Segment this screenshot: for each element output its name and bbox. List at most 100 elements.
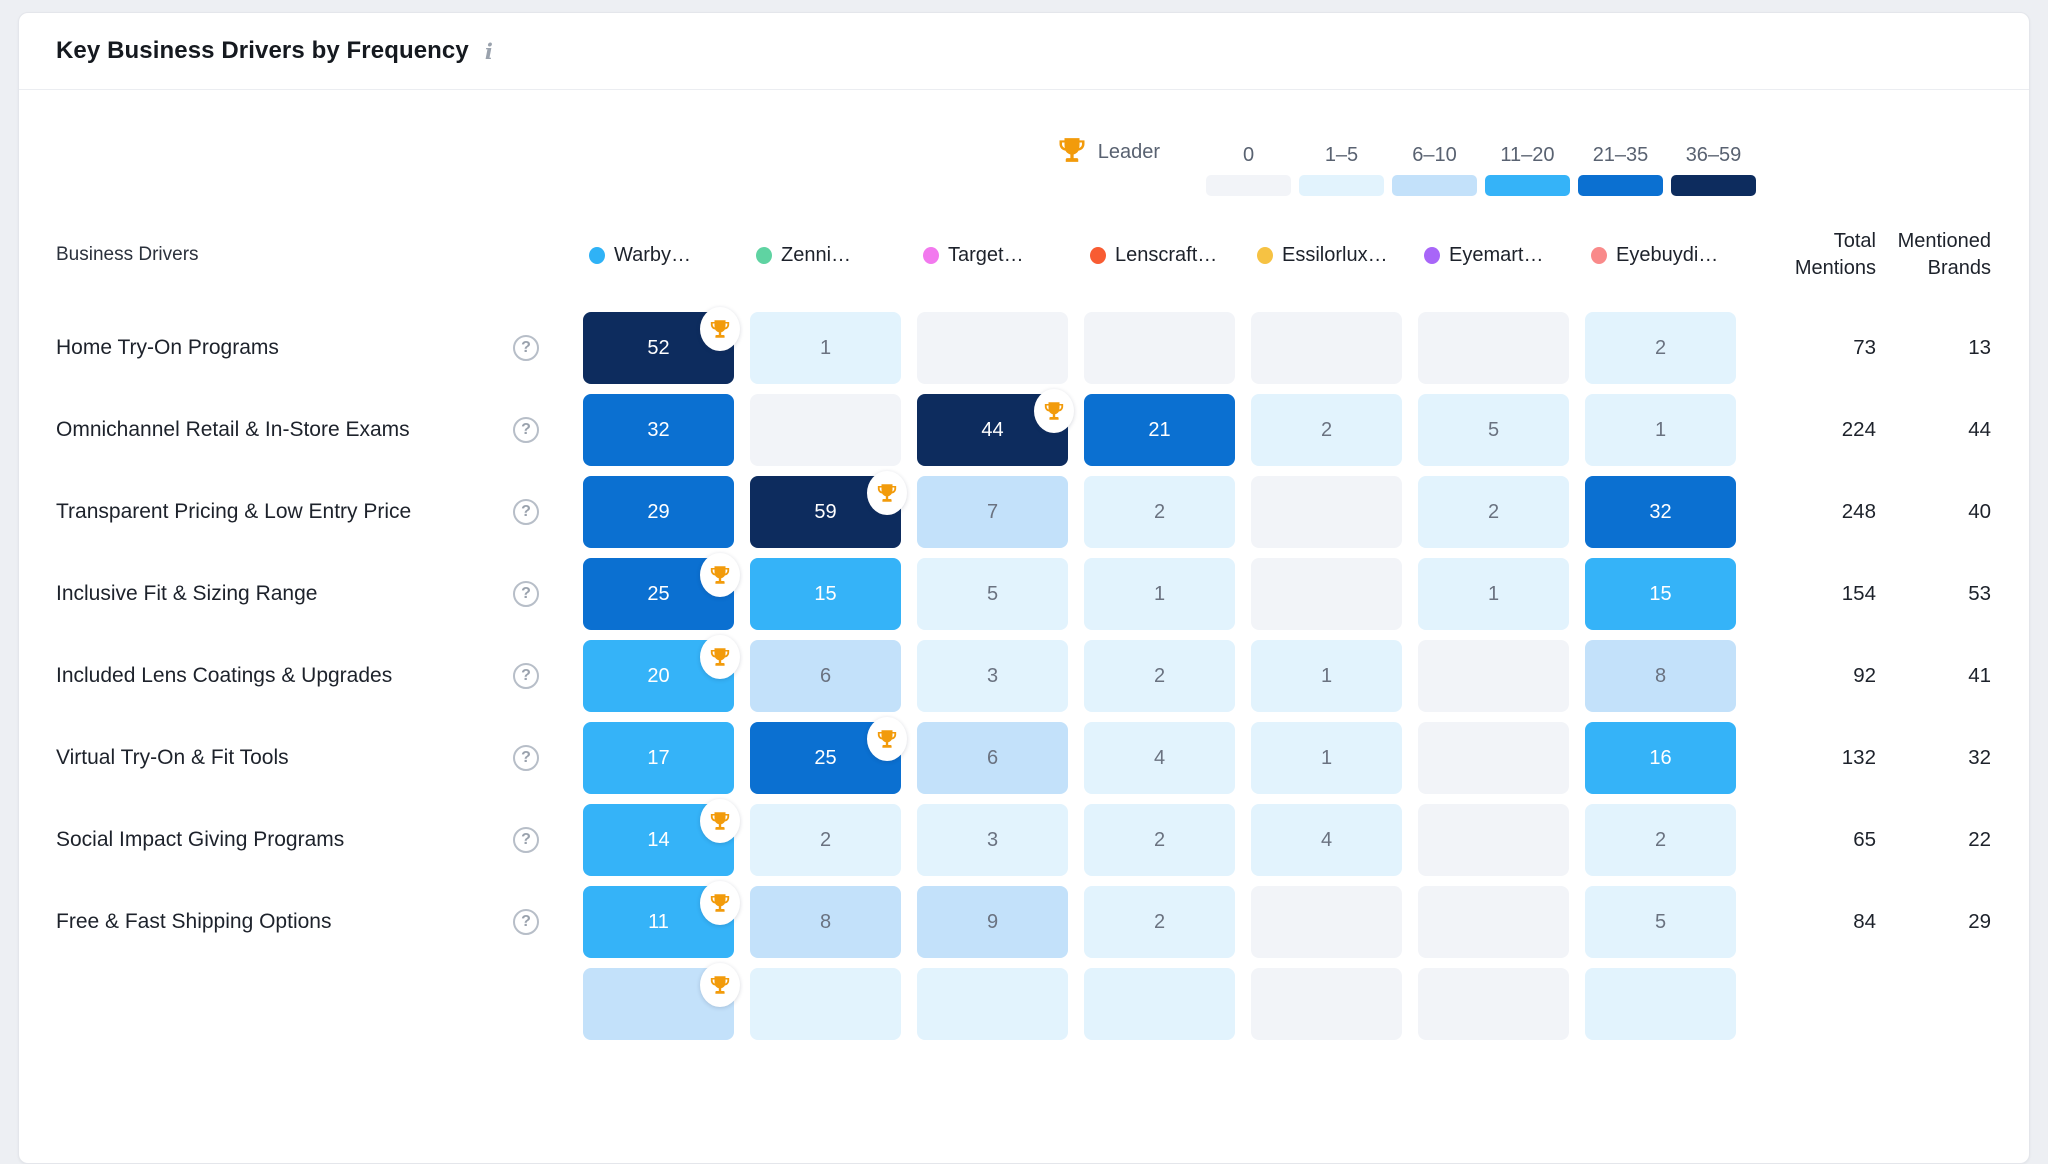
legend-bin-label: 0: [1242, 144, 1255, 166]
heat-cell[interactable]: [1251, 968, 1402, 1040]
heat-cell[interactable]: 2: [1084, 886, 1235, 958]
heat-cell-value: 5: [1487, 418, 1500, 441]
heat-cell[interactable]: [1418, 640, 1569, 712]
heat-cell[interactable]: [1418, 722, 1569, 794]
heat-cell[interactable]: [583, 963, 740, 1040]
trophy-icon: [1059, 138, 1085, 162]
help-icon[interactable]: ?: [513, 499, 539, 525]
heat-cell[interactable]: 11: [583, 881, 740, 958]
heat-cell[interactable]: 16: [1585, 722, 1736, 794]
row-label-cell: Included Lens Coatings & Upgrades?: [56, 663, 583, 689]
heat-cell[interactable]: [1585, 968, 1736, 1040]
help-icon[interactable]: ?: [513, 909, 539, 935]
heat-cell[interactable]: 1: [1585, 394, 1736, 466]
heat-cell-value: 20: [647, 664, 670, 687]
heat-cell[interactable]: 1: [750, 312, 901, 384]
heat-cell[interactable]: 1: [1084, 558, 1235, 630]
heat-cell[interactable]: [917, 312, 1068, 384]
heat-cell[interactable]: [1251, 886, 1402, 958]
help-icon[interactable]: ?: [513, 581, 539, 607]
heat-cell[interactable]: 2: [1084, 804, 1235, 876]
row-label: Social Impact Giving Programs: [56, 828, 345, 851]
heat-cell[interactable]: 1: [1251, 640, 1402, 712]
total-mentions-value: 248: [1841, 500, 1876, 523]
legend-bin-swatch: [1485, 175, 1570, 196]
heat-cell[interactable]: 32: [583, 394, 734, 466]
heat-cell[interactable]: 20: [583, 635, 740, 712]
heat-cell[interactable]: [1084, 968, 1235, 1040]
total-mentions-value: 154: [1841, 582, 1876, 605]
heat-cell[interactable]: 8: [1585, 640, 1736, 712]
heat-cell[interactable]: 8: [750, 886, 901, 958]
mentioned-brands-value: 29: [1968, 910, 1991, 933]
help-icon[interactable]: ?: [513, 745, 539, 771]
heat-cell[interactable]: 21: [1084, 394, 1235, 466]
total-mentions-value: 132: [1841, 746, 1876, 769]
info-icon[interactable]: i: [484, 38, 493, 64]
trophy-icon: [710, 976, 730, 994]
heat-cell[interactable]: 2: [1084, 640, 1235, 712]
row-label: Transparent Pricing & Low Entry Price: [56, 500, 412, 523]
heat-cell[interactable]: [750, 968, 901, 1040]
heat-cell[interactable]: 9: [917, 886, 1068, 958]
mentioned-brands-value: 32: [1968, 746, 1991, 769]
heat-cell[interactable]: 3: [917, 804, 1068, 876]
help-icon[interactable]: ?: [513, 827, 539, 853]
trophy-icon: [710, 566, 730, 584]
heat-cell[interactable]: [1418, 886, 1569, 958]
row-label: Omnichannel Retail & In-Store Exams: [56, 418, 410, 441]
heat-cell[interactable]: 6: [917, 722, 1068, 794]
heat-cell[interactable]: 2: [1585, 312, 1736, 384]
heat-cell[interactable]: 2: [750, 804, 901, 876]
heat-cell[interactable]: 32: [1585, 476, 1736, 548]
column-header-brand: Essilorlux…: [1251, 244, 1418, 267]
heat-cell[interactable]: [1251, 558, 1402, 630]
heat-cell[interactable]: [1418, 968, 1569, 1040]
heat-cell[interactable]: 17: [583, 722, 734, 794]
heat-cell-value: 2: [1153, 910, 1166, 933]
heat-cell[interactable]: 29: [583, 476, 734, 548]
heat-cell[interactable]: 5: [917, 558, 1068, 630]
heat-cell[interactable]: 52: [583, 307, 740, 384]
help-icon[interactable]: ?: [513, 335, 539, 361]
heatmap-rows: Home Try-On Programs? 52 1 2 73 13 Omnichannel…: [56, 307, 1991, 1050]
heat-cell[interactable]: [1251, 476, 1402, 548]
heat-cell[interactable]: 1: [1418, 558, 1569, 630]
brand-dot-icon: [1090, 246, 1106, 264]
heat-cell[interactable]: 6: [750, 640, 901, 712]
heat-cell[interactable]: [750, 394, 901, 466]
heat-cell[interactable]: 44: [917, 389, 1074, 466]
heat-cell[interactable]: [1084, 312, 1235, 384]
heat-cell[interactable]: 1: [1251, 722, 1402, 794]
total-mentions-value: 224: [1841, 418, 1876, 441]
brand-label: Lenscraft…: [1115, 243, 1218, 266]
heat-cell[interactable]: 4: [1251, 804, 1402, 876]
heat-cell[interactable]: [1251, 312, 1402, 384]
help-icon[interactable]: ?: [513, 417, 539, 443]
heat-cell[interactable]: 15: [750, 558, 901, 630]
leader-badge: [700, 881, 740, 925]
row-label: Home Try-On Programs: [56, 336, 279, 359]
heat-cell[interactable]: 25: [750, 717, 907, 794]
heat-cell[interactable]: 3: [917, 640, 1068, 712]
heat-cell[interactable]: 2: [1251, 394, 1402, 466]
row-label: Inclusive Fit & Sizing Range: [56, 582, 318, 605]
heat-cell-value: 4: [1153, 746, 1166, 769]
heat-cell[interactable]: 59: [750, 471, 907, 548]
heat-cell[interactable]: 25: [583, 553, 740, 630]
help-icon[interactable]: ?: [513, 663, 539, 689]
heat-cell[interactable]: 15: [1585, 558, 1736, 630]
heat-cell[interactable]: 14: [583, 799, 740, 876]
heat-cell[interactable]: 7: [917, 476, 1068, 548]
heat-cell[interactable]: [917, 968, 1068, 1040]
heat-cell[interactable]: 5: [1418, 394, 1569, 466]
trophy-icon: [1057, 135, 1087, 170]
heat-cell[interactable]: 2: [1418, 476, 1569, 548]
total-mentions-header: Total Mentions: [1794, 230, 1876, 279]
heat-cell[interactable]: 5: [1585, 886, 1736, 958]
heat-cell[interactable]: [1418, 804, 1569, 876]
heat-cell[interactable]: 2: [1585, 804, 1736, 876]
heat-cell[interactable]: 4: [1084, 722, 1235, 794]
heat-cell[interactable]: 2: [1084, 476, 1235, 548]
heat-cell[interactable]: [1418, 312, 1569, 384]
